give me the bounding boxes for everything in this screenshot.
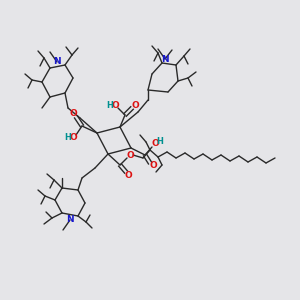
Text: N: N: [66, 215, 74, 224]
Text: N: N: [161, 55, 169, 64]
Text: O: O: [149, 161, 157, 170]
Text: O: O: [126, 151, 134, 160]
Text: O: O: [151, 140, 159, 148]
Text: O: O: [69, 109, 77, 118]
Text: H: H: [157, 136, 164, 146]
Text: O: O: [111, 100, 119, 109]
Text: H: H: [64, 134, 71, 142]
Text: O: O: [69, 134, 77, 142]
Text: O: O: [124, 170, 132, 179]
Text: H: H: [106, 100, 113, 109]
Text: O: O: [131, 100, 139, 109]
Text: N: N: [53, 58, 61, 67]
